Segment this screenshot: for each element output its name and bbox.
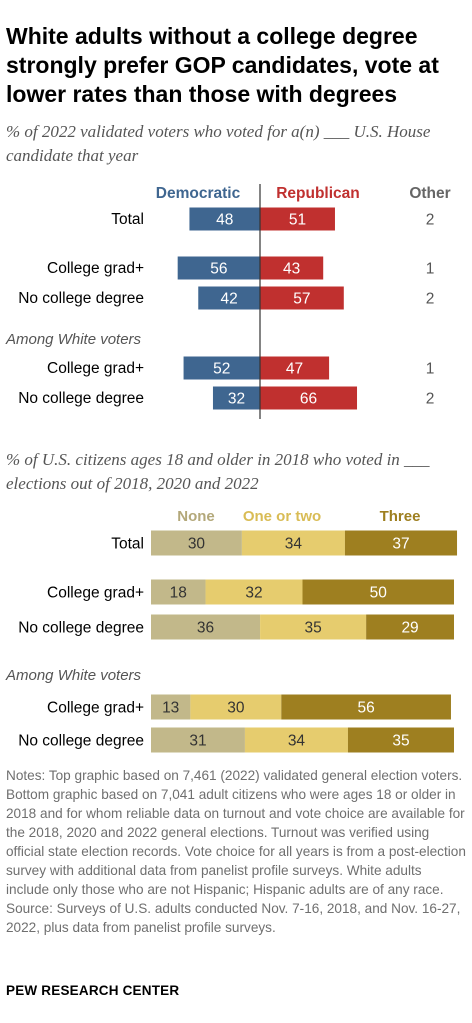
- bar-democratic: [212, 386, 260, 410]
- bar-segment-none: [151, 694, 191, 720]
- row-label: College grad+: [47, 260, 144, 277]
- column-header-republican: Republican: [276, 185, 360, 202]
- section-label-white-voters: Among White voters: [5, 331, 142, 348]
- turnout-chart: None One or two Three Among White voters Tot…: [5, 508, 458, 753]
- value-label-one-or-two: 35: [304, 620, 321, 637]
- value-label-republican: 57: [293, 291, 310, 308]
- column-header-other: Other: [409, 185, 450, 202]
- source-text: Source: Surveys of U.S. adults conducted…: [6, 901, 461, 935]
- value-label-other: 1: [426, 361, 435, 378]
- value-label-three: 56: [358, 700, 375, 717]
- column-header-democratic: Democratic: [156, 185, 241, 202]
- row-label: No college degree: [18, 390, 144, 407]
- bar-segment-three: [281, 694, 451, 720]
- value-label-three: 35: [392, 733, 409, 750]
- bar-segment-three: [366, 614, 454, 640]
- value-label-other: 1: [426, 261, 435, 278]
- value-label-three: 29: [401, 620, 418, 637]
- value-label-none: 30: [188, 536, 206, 553]
- row-label: No college degree: [18, 290, 144, 307]
- value-label-democratic: 32: [228, 391, 245, 408]
- bar-segment-one-or-two: [260, 614, 367, 640]
- bar-segment-one-or-two: [190, 694, 282, 720]
- bar-segment-none: [151, 530, 242, 556]
- value-label-republican: 47: [286, 361, 303, 378]
- bar-republican: [260, 286, 344, 310]
- value-label-republican: 51: [289, 212, 306, 229]
- value-label-other: 2: [426, 212, 435, 229]
- bar-democratic: [177, 256, 260, 280]
- bar-republican: [260, 256, 324, 280]
- bar-republican: [260, 207, 335, 231]
- bar-segment-none: [151, 727, 245, 753]
- value-label-other: 2: [426, 291, 435, 308]
- value-label-republican: 43: [283, 261, 300, 278]
- bar-segment-one-or-two: [244, 727, 348, 753]
- bar-segment-three: [344, 530, 458, 556]
- turnout-subtitle: % of U.S. citizens ages 18 and older in …: [6, 450, 430, 493]
- value-label-one-or-two: 34: [285, 536, 303, 553]
- value-label-democratic: 48: [216, 212, 233, 229]
- value-label-three: 37: [392, 536, 409, 553]
- bar-segment-one-or-two: [205, 579, 303, 605]
- value-label-republican: 66: [300, 391, 317, 408]
- column-header-one-or-two: One or two: [243, 508, 321, 525]
- value-label-one-or-two: 30: [227, 700, 245, 717]
- row-label: No college degree: [18, 620, 144, 637]
- value-label-other: 2: [426, 391, 435, 408]
- row-label: College grad+: [47, 700, 144, 717]
- bar-segment-none: [151, 614, 261, 640]
- notes: Notes: Top graphic based on 7,461 (2022)…: [6, 766, 468, 937]
- value-label-one-or-two: 34: [288, 733, 306, 750]
- row-label: Total: [111, 536, 144, 553]
- row-label: College grad+: [47, 585, 144, 602]
- column-header-none: None: [177, 508, 215, 525]
- bar-republican: [260, 356, 330, 380]
- bar-segment-one-or-two: [241, 530, 345, 556]
- value-label-three: 50: [370, 585, 388, 602]
- column-header-three: Three: [380, 508, 421, 525]
- org-logo-text: PEW RESEARCH CENTER: [6, 983, 180, 998]
- bar-segment-none: [151, 579, 206, 605]
- bar-democratic: [198, 286, 260, 310]
- row-label: College grad+: [47, 360, 144, 377]
- bar-democratic: [189, 207, 260, 231]
- chart-title: White adults without a college degree st…: [6, 23, 439, 107]
- notes-text: Notes: Top graphic based on 7,461 (2022)…: [6, 768, 466, 897]
- section-label-white-voters: Among White voters: [5, 667, 142, 684]
- bar-segment-three: [347, 727, 454, 753]
- value-label-none: 18: [170, 585, 187, 602]
- value-label-none: 13: [162, 700, 179, 717]
- bar-segment-three: [302, 579, 454, 605]
- bar-democratic: [183, 356, 260, 380]
- value-label-democratic: 56: [210, 261, 227, 278]
- value-label-none: 31: [189, 733, 206, 750]
- bar-republican: [260, 386, 358, 410]
- value-label-one-or-two: 32: [245, 585, 262, 602]
- row-label: Total: [111, 211, 144, 228]
- vote-choice-chart: Democratic Republican Other Among White vot…: [5, 184, 451, 419]
- vote-choice-subtitle: % of 2022 validated voters who voted for…: [6, 122, 431, 165]
- value-label-none: 36: [197, 620, 214, 637]
- value-label-democratic: 42: [221, 291, 238, 308]
- value-label-democratic: 52: [213, 361, 230, 378]
- row-label: No college degree: [18, 733, 144, 750]
